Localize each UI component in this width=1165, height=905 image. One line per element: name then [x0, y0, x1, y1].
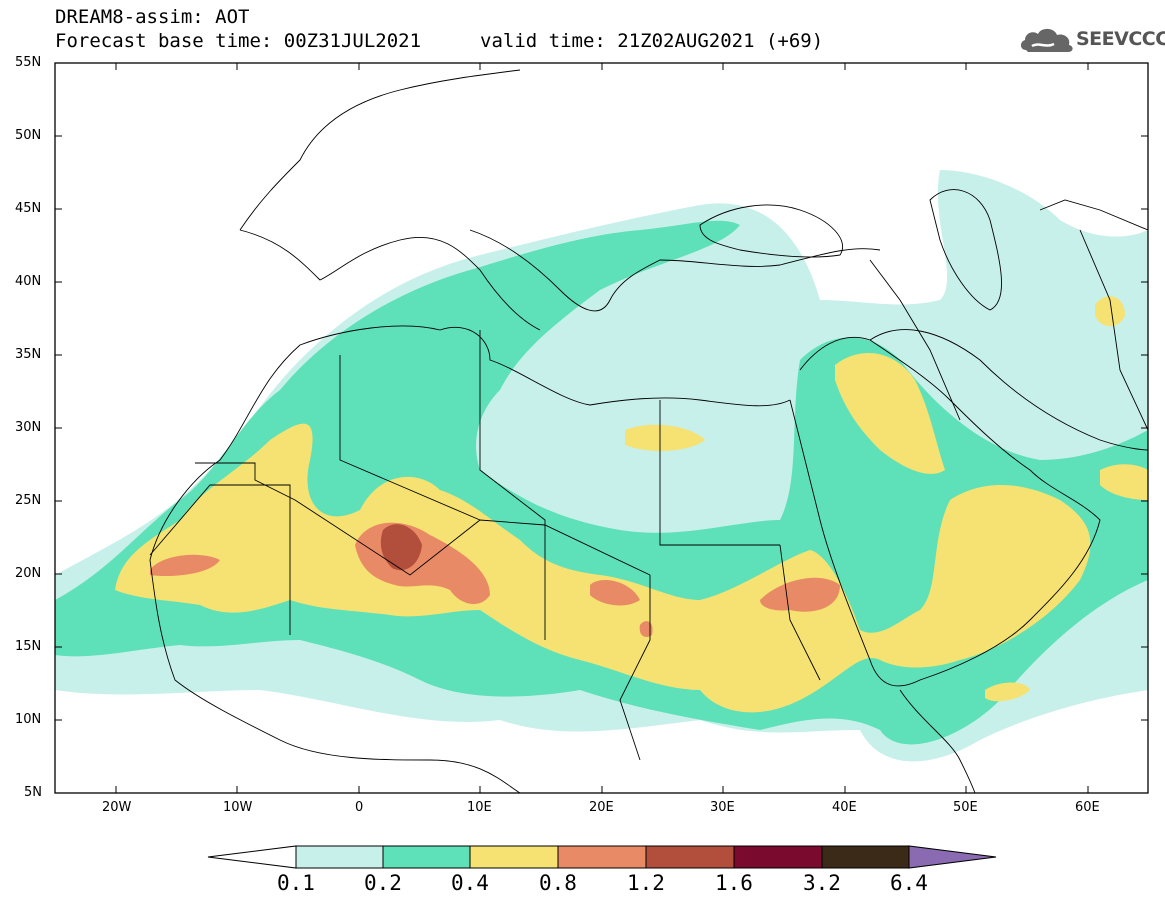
lat-label: 45N [15, 201, 42, 216]
lon-label: 10W [223, 800, 253, 815]
colorbar-label: 1.6 [715, 871, 753, 895]
lat-label: 25N [15, 493, 42, 508]
lat-label: 15N [15, 639, 42, 654]
lon-label: 60E [1075, 800, 1100, 815]
colorbar-bin [469, 845, 559, 869]
colorbar-label: 0.2 [364, 871, 402, 895]
lat-label: 35N [15, 347, 42, 362]
seevccc-logo: SEEVCCC [1018, 24, 1165, 58]
map-title: DREAM8-assim: AOT [55, 6, 250, 28]
colorbar-label: 3.2 [803, 871, 841, 895]
colorbar-lower-arrow [207, 845, 297, 869]
aot-field [55, 170, 1148, 762]
coastlines [149, 69, 1148, 793]
lon-label: 10E [467, 800, 492, 815]
logo-text: SEEVCCC [1076, 28, 1165, 50]
lon-label: 40E [832, 800, 857, 815]
lat-label: 5N [24, 785, 42, 800]
lat-label: 20N [15, 566, 42, 581]
colorbar-label: 0.8 [539, 871, 577, 895]
colorbar-label: 0.1 [277, 871, 315, 895]
colorbar-label: 0.4 [451, 871, 489, 895]
lat-label: 30N [15, 420, 42, 435]
cloud-logo-icon [1020, 28, 1073, 52]
colorbar-bin [295, 845, 384, 869]
lon-label: 20W [102, 800, 132, 815]
lon-label: 50E [953, 800, 978, 815]
colorbar-bin [645, 845, 735, 869]
lon-label: 20E [589, 800, 614, 815]
colorbar-bin [821, 845, 910, 869]
colorbar [207, 845, 997, 869]
colorbar-bin [557, 845, 647, 869]
lon-label: 0 [355, 800, 364, 815]
lat-ticks [55, 62, 1148, 794]
colorbar-bin [382, 845, 471, 869]
lat-label: 55N [15, 55, 42, 70]
forecast-base-time: Forecast base time: 00Z31JUL2021 [55, 30, 422, 52]
lat-label: 50N [15, 128, 42, 143]
colorbar-upper-arrow [908, 845, 997, 869]
lon-label: 30E [710, 800, 735, 815]
lat-label: 40N [15, 274, 42, 289]
colorbar-label: 6.4 [890, 871, 928, 895]
colorbar-label: 1.2 [627, 871, 665, 895]
valid-time: valid time: 21Z02AUG2021 (+69) [480, 30, 824, 52]
colorbar-bin [733, 845, 823, 869]
lat-label: 10N [15, 712, 42, 727]
lon-ticks [115, 63, 1089, 793]
